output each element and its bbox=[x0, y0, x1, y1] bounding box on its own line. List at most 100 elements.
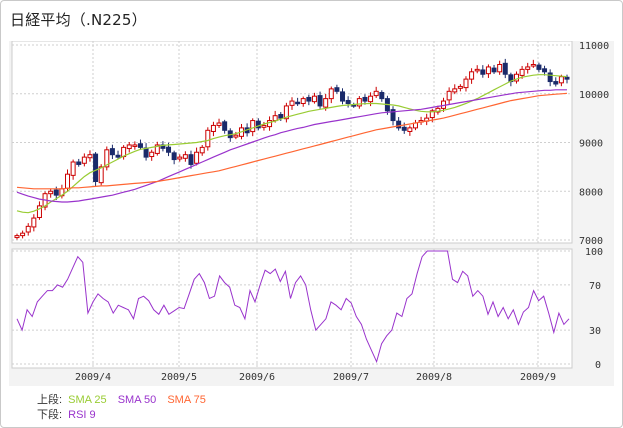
candle-body bbox=[340, 91, 346, 102]
candle-body bbox=[93, 153, 99, 182]
candle-body bbox=[542, 68, 548, 73]
candle-body bbox=[14, 235, 20, 239]
y-tick-label: 11000 bbox=[579, 41, 609, 52]
candle-body bbox=[328, 88, 334, 100]
candle-body bbox=[356, 98, 362, 107]
candle-body bbox=[81, 156, 87, 164]
candle-body bbox=[407, 127, 413, 132]
candle-body bbox=[558, 76, 564, 84]
candle-body bbox=[36, 205, 42, 218]
candle-body bbox=[368, 95, 374, 103]
candle-body bbox=[194, 151, 200, 164]
candle-body bbox=[65, 173, 71, 189]
candle-body bbox=[31, 217, 37, 228]
candle-body bbox=[98, 166, 104, 184]
candle-body bbox=[446, 90, 452, 101]
candle-body bbox=[48, 190, 54, 195]
candle-body bbox=[513, 73, 519, 82]
candle-body bbox=[497, 64, 503, 73]
candle-body bbox=[76, 161, 82, 165]
rsi-tick-label: 100 bbox=[585, 247, 603, 258]
rsi-tick-label: 0 bbox=[595, 360, 601, 371]
candle-body bbox=[171, 152, 177, 161]
candle-body bbox=[70, 161, 76, 176]
candle-body bbox=[205, 129, 211, 148]
candle-body bbox=[154, 144, 160, 154]
candle-body bbox=[20, 232, 26, 237]
candle-body bbox=[485, 66, 491, 75]
price-chart-svg: 2009/4 2009/5 2009/6 2009/7 2009/8 2009/9 7000… bbox=[11, 40, 609, 383]
candle-body bbox=[362, 96, 368, 102]
candle-body bbox=[188, 154, 194, 165]
candle-body bbox=[149, 151, 155, 158]
candle-body bbox=[255, 120, 261, 129]
candle-body bbox=[115, 154, 121, 158]
candle-body bbox=[373, 90, 379, 97]
candle-body bbox=[261, 124, 267, 128]
x-tick-label: 2009/5 bbox=[161, 372, 197, 383]
legend-sma25: SMA 25 bbox=[68, 394, 107, 406]
chart-area: 2009/4 2009/5 2009/6 2009/7 2009/8 2009/9 7000… bbox=[9, 40, 614, 386]
sma-line bbox=[16, 89, 567, 203]
candle-body bbox=[109, 148, 115, 156]
candle-body bbox=[435, 107, 441, 113]
candle-body bbox=[87, 154, 93, 159]
x-tick-label: 2009/9 bbox=[520, 372, 556, 383]
legend-upper: 上段: SMA 25 SMA 50 SMA 75 bbox=[37, 391, 214, 407]
candle-body bbox=[306, 96, 312, 102]
x-tick-label: 2009/7 bbox=[333, 372, 369, 383]
candle-body bbox=[216, 122, 222, 126]
candle-body bbox=[233, 134, 239, 138]
candle-body bbox=[132, 144, 138, 147]
candle-body bbox=[177, 156, 183, 160]
candle-body bbox=[166, 146, 172, 153]
candle-body bbox=[104, 149, 110, 168]
candle-body bbox=[182, 154, 188, 159]
candle-body bbox=[267, 120, 273, 128]
candle-body bbox=[283, 105, 289, 120]
candle-body bbox=[396, 120, 402, 129]
sma-line bbox=[16, 92, 568, 190]
candle-body bbox=[390, 109, 396, 122]
candle-body bbox=[250, 120, 256, 133]
candle-body bbox=[199, 146, 205, 154]
rsi-line bbox=[16, 250, 570, 364]
candle-body bbox=[474, 68, 480, 72]
candle-body bbox=[379, 91, 385, 100]
candle-body bbox=[295, 101, 301, 105]
candle-body bbox=[143, 147, 149, 158]
candle-body bbox=[491, 67, 497, 73]
candle-body bbox=[272, 115, 278, 122]
candle-body bbox=[525, 66, 531, 70]
legend-rsi9: RSI 9 bbox=[68, 409, 96, 421]
y-tick-label: 8000 bbox=[579, 187, 603, 198]
rsi-panel bbox=[11, 248, 573, 369]
chart-title: 日経平均（.N225） bbox=[10, 11, 147, 29]
x-tick-label: 2009/4 bbox=[75, 372, 111, 383]
candle-body bbox=[323, 98, 329, 108]
y-tick-label: 9000 bbox=[579, 139, 603, 150]
candle-body bbox=[345, 99, 351, 105]
candle-body bbox=[457, 85, 463, 89]
legend-lower: 下段: RSI 9 bbox=[37, 406, 104, 422]
rsi-tick-label: 30 bbox=[589, 326, 601, 337]
candle-body bbox=[553, 81, 559, 85]
candle-body bbox=[25, 225, 31, 233]
candle-body bbox=[536, 64, 542, 70]
candle-body bbox=[530, 64, 536, 67]
candle-body bbox=[564, 76, 570, 80]
candle-body bbox=[210, 124, 216, 132]
candle-body bbox=[126, 144, 132, 150]
candle-body bbox=[480, 69, 486, 75]
candle-body bbox=[222, 121, 228, 131]
candle-body bbox=[547, 72, 553, 83]
candle-body bbox=[502, 62, 508, 75]
candle-body bbox=[401, 126, 407, 131]
candle-body bbox=[469, 71, 475, 80]
candle-body bbox=[452, 88, 458, 93]
candle-body bbox=[289, 100, 295, 106]
candle-body bbox=[334, 87, 340, 92]
legend-lower-label: 下段: bbox=[37, 409, 63, 421]
candle-body bbox=[53, 189, 59, 196]
